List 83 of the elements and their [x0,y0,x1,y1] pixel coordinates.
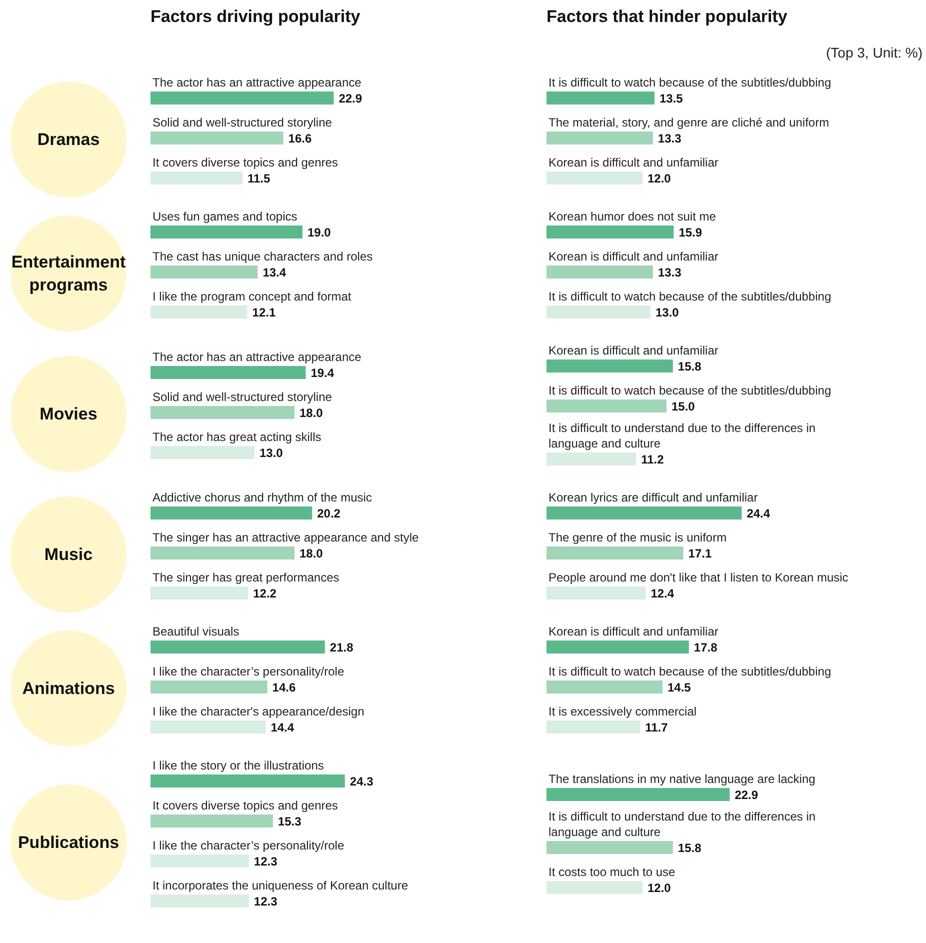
data-label: 11.5 [248,172,271,186]
data-label: 12.3 [254,854,278,868]
chart-subtitle: Factors that hinder popularity [546,7,788,26]
data-label: 12.2 [253,586,277,600]
y-tick-label: It is difficult to watch because of the subtitles/dubbing [548,384,832,398]
data-label: 18.0 [300,546,324,560]
y-tick-label: The actor has great acting skills [152,430,322,444]
data-label: 15.0 [672,400,696,414]
text: (Top 3, Unit: %) [826,44,923,60]
y-tick-label: Korean lyrics are difficult and unfamiliar [548,490,758,504]
data-label: 18.0 [300,406,324,420]
data-label: 15.3 [278,814,302,828]
text: Music [44,545,93,564]
y-tick-label: It is difficult to understand due to the differences in language and culture [548,421,816,450]
text: Animations [22,679,115,698]
data-label: 22.9 [338,92,362,106]
y-tick-label: It incorporates the uniqueness of Korean culture [152,878,408,892]
y-tick-label: It is excessively commercial [548,704,697,718]
data-label: 12.4 [650,586,674,600]
y-tick-label: People around me don't like that I listen to Korean music [548,570,848,584]
y-tick-label: The singer has an attractive appearance and style [152,530,419,544]
text: Publications [18,833,120,852]
data-label: 13.3 [658,266,682,280]
y-tick-label: Addictive chorus and rhythm of the music [152,490,372,504]
y-tick-label: It is difficult to watch because of the subtitles/dubbing [548,290,832,304]
data-label: 15.8 [678,360,702,374]
y-tick-label: It covers diverse topics and genres [152,156,338,170]
data-label: 20.2 [317,506,341,520]
data-label: 24.3 [350,774,374,788]
y-tick-label: I like the character's appearance/design [152,704,364,718]
data-label: 13.0 [656,306,680,320]
chart-subtitle: Factors driving popularity [150,7,361,26]
y-tick-label: Korean is difficult and unfamiliar [548,344,718,358]
y-tick-label: It is difficult to watch because of the subtitles/dubbing [548,664,832,678]
data-label: 11.2 [641,452,664,466]
data-label: 13.4 [262,266,286,280]
data-label: 15.9 [678,226,702,240]
y-tick-label: It is difficult to watch because of the subtitles/dubbing [548,76,832,90]
y-tick-label: I like the program concept and format [152,290,352,304]
data-label: 12.3 [254,894,278,908]
data-label: 16.6 [288,132,312,146]
data-label: 17.1 [688,546,712,560]
y-tick-label: It is difficult to understand due to the differences in language and culture [548,810,816,839]
data-label: 15.8 [678,841,702,855]
y-tick-label: Solid and well-structured storyline [152,390,332,404]
y-tick-label: Beautiful visuals [152,624,240,638]
y-tick-label: It costs too much to use [548,865,676,879]
data-label: 21.8 [330,640,354,654]
data-label: 17.8 [694,640,718,654]
data-label: 22.9 [734,788,758,802]
y-tick-label: Korean humor does not suit me [548,210,716,224]
data-label: 13.5 [660,92,684,106]
y-tick-label: Korean is difficult and unfamiliar [548,624,718,638]
y-tick-label: It covers diverse topics and genres [152,798,338,812]
data-label: 12.0 [648,881,672,895]
text: Dramas [37,130,100,149]
data-label: 12.0 [648,172,672,186]
data-label: 12.1 [252,306,276,320]
y-tick-label: Solid and well-structured storyline [152,116,332,130]
data-label: 14.5 [668,680,692,694]
text: Movies [40,404,98,424]
y-tick-label: The material, story, and genre are cliché and uniform [548,116,830,130]
y-tick-label: The actor has an attractive appearance [152,350,362,364]
y-tick-label: The cast has unique characters and roles [152,250,373,264]
y-tick-label: The translations in my native language are lacking [548,772,816,786]
data-label: 19.4 [310,366,334,380]
data-label: 24.4 [746,506,770,520]
y-tick-label: The singer has great performances [152,570,340,584]
data-label: 13.3 [658,132,682,146]
y-tick-label: Uses fun games and topics [152,210,298,224]
y-tick-label: I like the story or the illustrations [152,758,324,772]
y-tick-label: The actor has an attractive appearance [152,76,362,90]
data-label: 19.0 [308,226,332,240]
y-tick-label: Korean is difficult and unfamiliar [548,250,718,264]
y-tick-label: I like the character’s personality/role [152,664,344,678]
y-tick-label: The genre of the music is uniform [548,530,727,544]
data-label: 14.6 [272,680,296,694]
data-label: 14.4 [270,720,294,734]
data-label: 11.7 [645,720,668,734]
y-tick-label: I like the character’s personality/role [152,838,344,852]
text: Entertainment programs [11,252,126,294]
y-tick-label: Korean is difficult and unfamiliar [548,156,718,170]
data-label: 13.0 [260,446,284,460]
